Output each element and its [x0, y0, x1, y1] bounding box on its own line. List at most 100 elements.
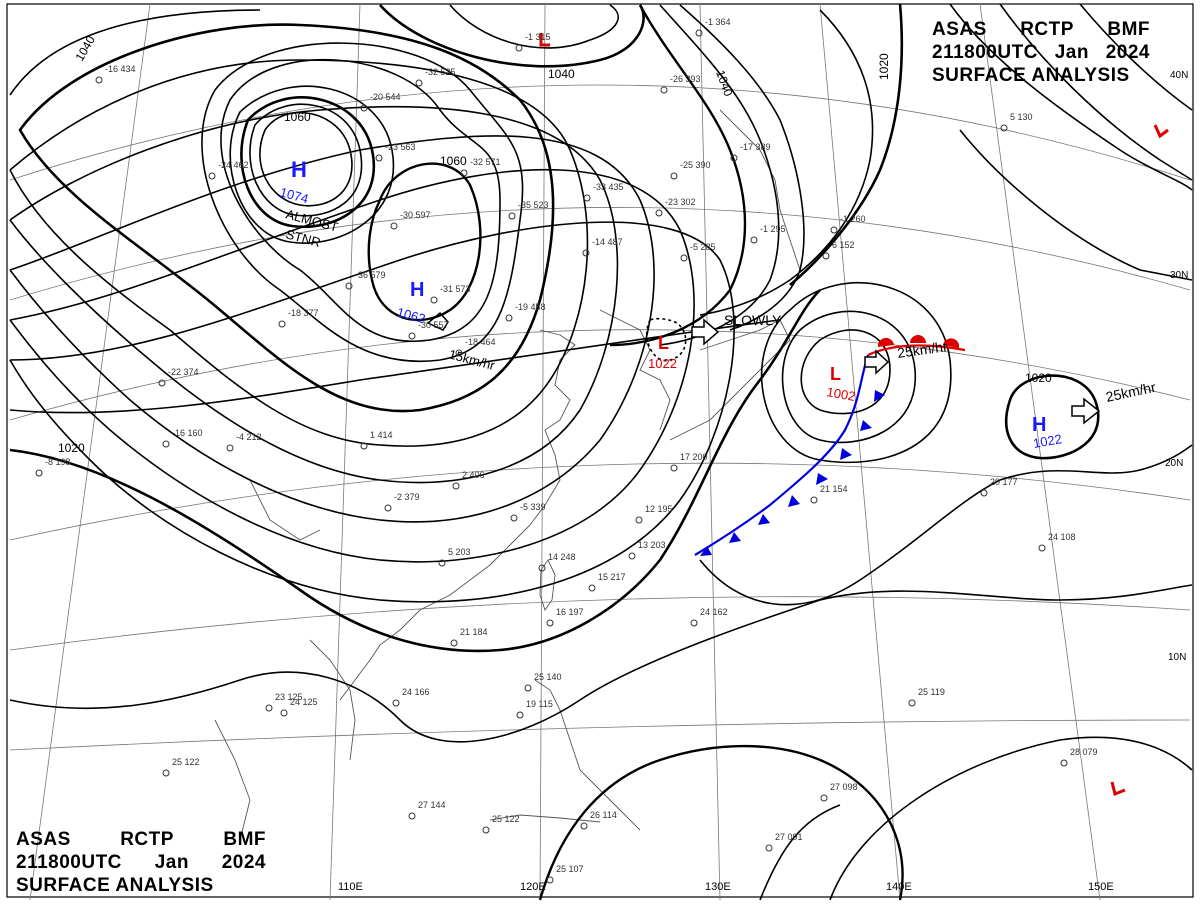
title-month: Jan [1054, 42, 1089, 63]
station-circle [830, 226, 838, 234]
station-plot-value: 16 197 [556, 607, 584, 617]
station-circle [35, 469, 43, 477]
low-pressure-symbol: L [830, 364, 841, 384]
front-triangle [788, 495, 800, 507]
station-plot-value: 25 122 [172, 757, 200, 767]
high-pressure-symbol: H [291, 157, 307, 182]
station-plot-value: -16 160 [172, 428, 203, 438]
station-plot-value: -8 198 [45, 457, 71, 467]
station-plot-value: -5 285 [690, 242, 716, 252]
station-circle [730, 154, 738, 162]
station-plot-value: -4 212 [236, 432, 262, 442]
title-time: 211800UTC [16, 852, 122, 873]
station-circle [450, 639, 458, 647]
station-circle [452, 482, 460, 490]
station-circle [655, 209, 663, 217]
station-plot-value: -26 393 [670, 74, 701, 84]
low-pressure-symbol: L [658, 333, 669, 353]
front-triangle [840, 448, 852, 460]
isobars [9, 3, 1193, 901]
title-month: Jan [154, 852, 189, 873]
front-triangle [816, 473, 828, 485]
station-circle [750, 236, 758, 244]
system-motion: SLOWLY [724, 312, 782, 328]
station-circle [505, 314, 513, 322]
station-circle [765, 844, 773, 852]
lon-label: 110E [338, 881, 363, 893]
station-circle [162, 440, 170, 448]
station-circle [375, 154, 383, 162]
station-plots: -16 434 -20 544 -32 525 -23 563 -32 571 -24 4… [35, 17, 1098, 884]
station-circle [162, 769, 170, 777]
lat-label: 10N [1168, 652, 1186, 663]
station-circle [1038, 544, 1046, 552]
station-plot-value: 23 125 [275, 692, 303, 702]
station-plot-value: -1 295 [760, 224, 786, 234]
latitude-labels: 40N 30N 20N 10N [1165, 70, 1188, 663]
title-year: 2024 [1105, 42, 1150, 63]
station-plot-value: 1 414 [370, 430, 393, 440]
station-plot-value: -18 464 [465, 337, 496, 347]
station-plot-value: 24 166 [402, 687, 430, 697]
isobar-label: 1020 [877, 53, 891, 80]
station-plot-value: -32 525 [425, 67, 456, 77]
title-code: BMF [1107, 19, 1150, 40]
longitude-labels: 110E 120E 130E 140E 150E [338, 881, 1114, 893]
station-circle [908, 699, 916, 707]
station-plot-value: 25 122 [492, 814, 520, 824]
title-analysis: SURFACE ANALYSIS [16, 875, 214, 896]
station-circle [524, 684, 532, 692]
lat-label: 40N [1170, 70, 1188, 81]
station-plot-value: 19 115 [526, 699, 553, 709]
station-circle [415, 79, 423, 87]
station-plot-value: 12 195 [645, 504, 673, 514]
motion-arrow [864, 349, 890, 375]
front-triangle [758, 514, 770, 525]
cold-front [694, 354, 885, 556]
lat-label: 30N [1170, 270, 1188, 281]
station-plot-value: -30 557 [418, 320, 449, 330]
front-semicircle [910, 335, 926, 343]
station-plot-value: -22 374 [168, 367, 199, 377]
chart-title-top: ASAS RCTP BMF 211800UTC Jan 2024 SURFACE… [932, 18, 1150, 87]
station-plot-value: -5 339 [520, 502, 546, 512]
station-circle [392, 699, 400, 707]
station-plot-value: -23 302 [665, 197, 696, 207]
title-agency: ASAS [16, 829, 71, 850]
motion-arrow [426, 311, 449, 331]
motion-arrow [1071, 397, 1101, 425]
station-circle [820, 794, 828, 802]
station-plot-value: 5 203 [448, 547, 471, 557]
front-triangle [874, 390, 885, 402]
station-plot-value: 27 098 [830, 782, 858, 792]
isobar-label: 1020 [58, 441, 85, 455]
station-plot-value: -23 563 [385, 142, 416, 152]
station-plot-value: 21 184 [460, 627, 488, 637]
station-plot-value: 2 406 [462, 470, 485, 480]
station-circle [583, 194, 591, 202]
station-circle [1000, 124, 1008, 132]
station-circle [265, 704, 273, 712]
station-circle [280, 709, 288, 717]
front-triangle [860, 420, 872, 431]
station-circle [628, 552, 636, 560]
station-circle [208, 172, 216, 180]
station-plot-value: 27 091 [775, 832, 803, 842]
station-plot-value: 24 125 [290, 697, 318, 707]
high-pressure-value: 1074 [278, 184, 310, 206]
title-center: RCTP [120, 829, 174, 850]
station-plot-value: -31 573 [440, 284, 471, 294]
station-circle [546, 619, 554, 627]
station-circle [390, 222, 398, 230]
lat-label: 20N [1165, 458, 1183, 469]
station-circle [695, 29, 703, 37]
low-pressure-value: 1002 [825, 384, 856, 404]
station-plot-value: -1 315 [525, 32, 551, 42]
station-plot-value: 20 177 [990, 477, 1018, 487]
station-circle [822, 252, 830, 260]
station-circle [95, 76, 103, 84]
station-plot-value: -33 435 [593, 182, 624, 192]
station-plot-value: 6 152 [832, 240, 855, 250]
station-circle [980, 489, 988, 497]
